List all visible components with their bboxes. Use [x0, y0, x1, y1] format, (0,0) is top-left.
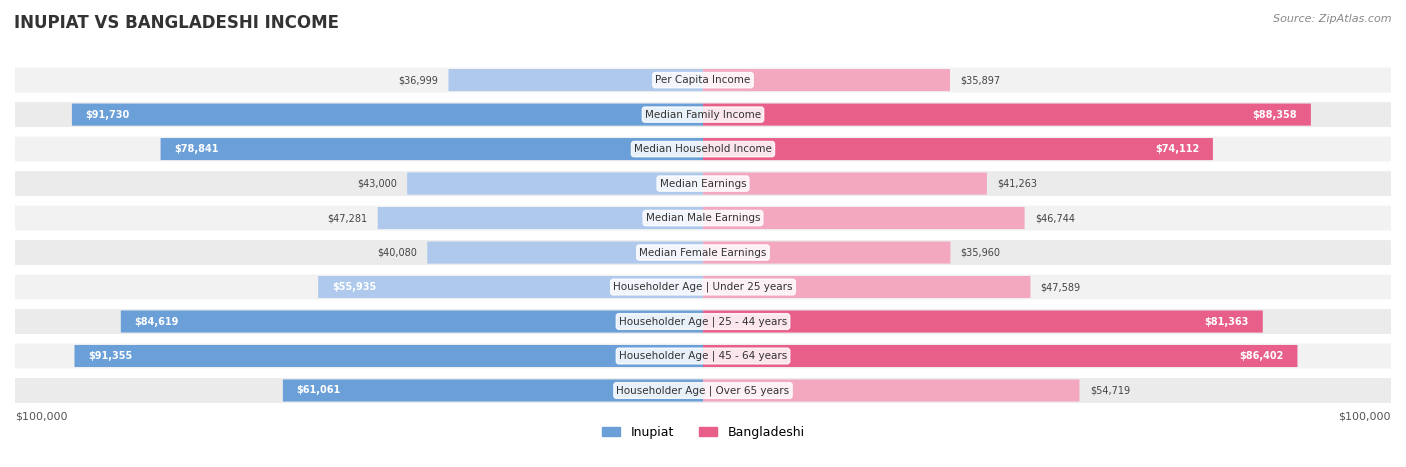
Text: Householder Age | Over 65 years: Householder Age | Over 65 years: [616, 385, 790, 396]
Text: $40,080: $40,080: [377, 248, 418, 257]
FancyBboxPatch shape: [15, 102, 1391, 127]
Text: $35,897: $35,897: [960, 75, 1001, 85]
Text: $55,935: $55,935: [332, 282, 377, 292]
FancyBboxPatch shape: [703, 241, 950, 263]
Text: $91,730: $91,730: [86, 110, 129, 120]
FancyBboxPatch shape: [427, 241, 703, 263]
Text: Householder Age | 25 - 44 years: Householder Age | 25 - 44 years: [619, 316, 787, 327]
Text: $35,960: $35,960: [960, 248, 1001, 257]
Text: $100,000: $100,000: [15, 412, 67, 422]
Text: Source: ZipAtlas.com: Source: ZipAtlas.com: [1274, 14, 1392, 24]
FancyBboxPatch shape: [703, 207, 1025, 229]
Text: $84,619: $84,619: [135, 317, 179, 326]
Text: Median Male Earnings: Median Male Earnings: [645, 213, 761, 223]
FancyBboxPatch shape: [15, 378, 1391, 403]
FancyBboxPatch shape: [703, 172, 987, 195]
Text: $54,719: $54,719: [1090, 385, 1130, 396]
FancyBboxPatch shape: [15, 309, 1391, 334]
FancyBboxPatch shape: [15, 275, 1391, 299]
Text: $91,355: $91,355: [89, 351, 132, 361]
Text: $81,363: $81,363: [1205, 317, 1249, 326]
FancyBboxPatch shape: [15, 171, 1391, 196]
Text: $100,000: $100,000: [1339, 412, 1391, 422]
FancyBboxPatch shape: [121, 311, 703, 333]
Text: Householder Age | Under 25 years: Householder Age | Under 25 years: [613, 282, 793, 292]
Text: INUPIAT VS BANGLADESHI INCOME: INUPIAT VS BANGLADESHI INCOME: [14, 14, 339, 32]
Text: Median Family Income: Median Family Income: [645, 110, 761, 120]
FancyBboxPatch shape: [15, 68, 1391, 92]
FancyBboxPatch shape: [160, 138, 703, 160]
FancyBboxPatch shape: [703, 311, 1263, 333]
FancyBboxPatch shape: [72, 104, 703, 126]
Legend: Inupiat, Bangladeshi: Inupiat, Bangladeshi: [596, 421, 810, 444]
Text: Median Female Earnings: Median Female Earnings: [640, 248, 766, 257]
Text: $88,358: $88,358: [1253, 110, 1298, 120]
Text: $78,841: $78,841: [174, 144, 219, 154]
Text: Median Household Income: Median Household Income: [634, 144, 772, 154]
FancyBboxPatch shape: [703, 276, 1031, 298]
FancyBboxPatch shape: [703, 104, 1310, 126]
Text: $61,061: $61,061: [297, 385, 340, 396]
Text: $43,000: $43,000: [357, 178, 396, 189]
FancyBboxPatch shape: [703, 345, 1298, 367]
Text: $47,589: $47,589: [1040, 282, 1081, 292]
FancyBboxPatch shape: [318, 276, 703, 298]
Text: $36,999: $36,999: [398, 75, 439, 85]
FancyBboxPatch shape: [15, 240, 1391, 265]
Text: Per Capita Income: Per Capita Income: [655, 75, 751, 85]
FancyBboxPatch shape: [15, 137, 1391, 162]
Text: $41,263: $41,263: [997, 178, 1038, 189]
FancyBboxPatch shape: [15, 205, 1391, 231]
Text: $47,281: $47,281: [328, 213, 367, 223]
FancyBboxPatch shape: [703, 138, 1213, 160]
Text: Median Earnings: Median Earnings: [659, 178, 747, 189]
FancyBboxPatch shape: [408, 172, 703, 195]
Text: $74,112: $74,112: [1154, 144, 1199, 154]
FancyBboxPatch shape: [15, 344, 1391, 368]
Text: $86,402: $86,402: [1239, 351, 1284, 361]
FancyBboxPatch shape: [378, 207, 703, 229]
FancyBboxPatch shape: [449, 69, 703, 91]
Text: Householder Age | 45 - 64 years: Householder Age | 45 - 64 years: [619, 351, 787, 361]
Text: $46,744: $46,744: [1035, 213, 1076, 223]
FancyBboxPatch shape: [283, 380, 703, 402]
FancyBboxPatch shape: [703, 380, 1080, 402]
FancyBboxPatch shape: [75, 345, 703, 367]
FancyBboxPatch shape: [703, 69, 950, 91]
